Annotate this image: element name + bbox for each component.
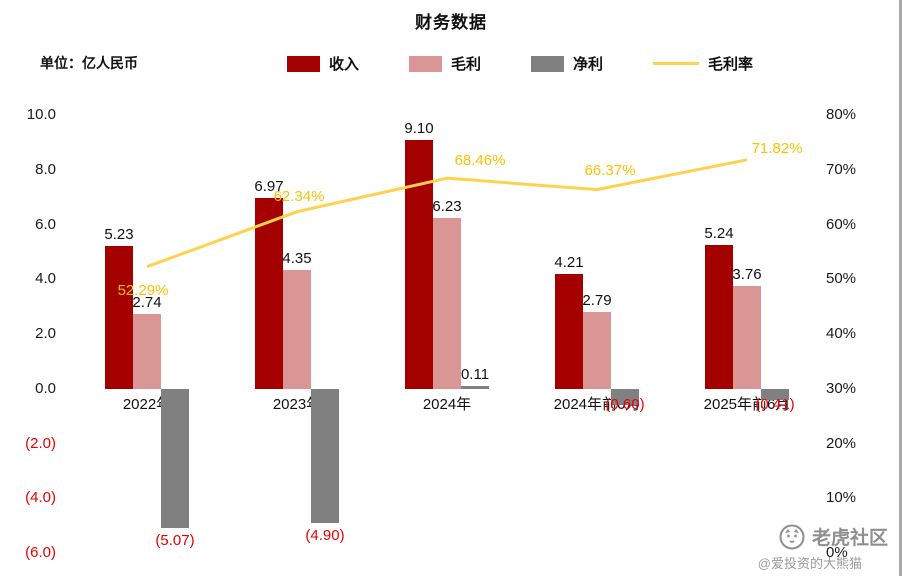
- left-axis-tick: 0.0: [35, 379, 56, 397]
- left-axis-tick: 2.0: [35, 325, 56, 342]
- bar-毛利-3: [583, 312, 611, 389]
- watermark-handle: @爱投资的大熊猫: [757, 556, 862, 571]
- left-axis-tick: 10.0: [26, 106, 56, 123]
- legend-swatch-1: [409, 55, 443, 72]
- right-axis-tick: 50%: [826, 270, 857, 288]
- legend: 收入 毛利 净利 毛利率: [287, 53, 753, 74]
- bar-净利-4: [761, 388, 789, 400]
- legend-label-0: 收入: [329, 56, 360, 73]
- watermark: 老虎社区 @爱投资的大熊猫: [758, 523, 888, 572]
- bar-净利-3: [611, 388, 639, 406]
- right-axis-tick: 60%: [826, 215, 857, 233]
- bar-净利-1: [311, 388, 339, 523]
- legend-swatch-3: [653, 62, 700, 65]
- bar-收入-0: [105, 245, 133, 389]
- bar-收入-2: [405, 139, 433, 389]
- unit-label: 单位：亿人民币: [40, 55, 138, 71]
- bar-value-label: 6.23: [432, 198, 462, 216]
- legend-item-2: 净利: [531, 53, 603, 74]
- right-axis-tick: 30%: [826, 379, 857, 397]
- right-axis-tick: 0%: [826, 544, 848, 561]
- margin-point-label: 62.34%: [273, 187, 325, 205]
- legend-label-3: 毛利率: [708, 56, 754, 73]
- watermark-brand-row: 老虎社区: [758, 523, 888, 550]
- legend-swatch-2: [531, 55, 565, 72]
- legend-item-1: 毛利: [409, 53, 481, 74]
- legend-label-2: 净利: [573, 56, 604, 73]
- margin-point-label: 66.37%: [584, 161, 636, 179]
- bar-收入-3: [555, 273, 583, 389]
- right-axis-tick: 40%: [826, 325, 857, 342]
- left-axis-tick: 6.0: [35, 215, 56, 233]
- tiger-logo-icon: [779, 524, 805, 550]
- right-axis-tick: 70%: [826, 160, 857, 178]
- bar-毛利-2: [433, 218, 461, 389]
- bar-value-label: (4.90): [305, 526, 345, 544]
- bar-value-label: 3.76: [732, 265, 762, 283]
- left-axis-tick: (2.0): [25, 434, 56, 452]
- margin-point-label: 71.82%: [751, 139, 803, 157]
- bar-value-label: 5.23: [104, 225, 134, 243]
- bar-毛利-1: [283, 269, 311, 389]
- right-axis-tick: 20%: [826, 434, 857, 452]
- category-label: 2023年: [272, 395, 322, 413]
- legend-swatch-0: [287, 55, 320, 72]
- legend-label-1: 毛利: [451, 56, 482, 73]
- bar-value-label: 2.74: [132, 293, 162, 311]
- legend-item-0: 收入: [287, 53, 359, 74]
- bar-value-label: 5.24: [704, 225, 734, 243]
- margin-point-label: 68.46%: [454, 152, 506, 170]
- margin-point-label: 52.29%: [117, 281, 169, 299]
- bar-毛利-4: [733, 285, 761, 389]
- left-axis-tick: 4.0: [35, 270, 56, 288]
- legend-item-3: 毛利率: [653, 53, 753, 74]
- category-label: 2025年前6月: [703, 395, 791, 413]
- category-label: 2024年: [422, 395, 472, 413]
- bar-毛利-0: [133, 313, 161, 389]
- right-axis-tick: 80%: [826, 106, 857, 123]
- bar-value-label: 2.79: [582, 292, 612, 310]
- category-label: 2022年: [122, 395, 172, 413]
- bar-value-label: (0.41): [755, 395, 795, 413]
- bar-value-label: 4.21: [554, 253, 584, 271]
- bar-净利-0: [161, 388, 189, 528]
- bar-value-label: 9.10: [404, 119, 434, 137]
- bar-value-label: (0.60): [605, 395, 645, 413]
- right-axis-tick: 10%: [826, 489, 857, 507]
- bar-value-label: (5.07): [155, 531, 195, 549]
- bar-value-label: 4.35: [282, 249, 312, 267]
- bar-净利-2: [461, 385, 489, 389]
- window-right-edge: [899, 0, 902, 576]
- left-axis-tick: 8.0: [35, 160, 56, 178]
- watermark-brand: 老虎社区: [811, 528, 888, 549]
- bar-收入-1: [255, 197, 283, 389]
- bar-value-label: 0.11: [460, 365, 490, 383]
- bar-收入-4: [705, 245, 733, 389]
- left-axis-tick: (6.0): [25, 544, 56, 561]
- chart-title: 财务数据: [415, 13, 487, 32]
- left-axis-tick: (4.0): [25, 489, 56, 507]
